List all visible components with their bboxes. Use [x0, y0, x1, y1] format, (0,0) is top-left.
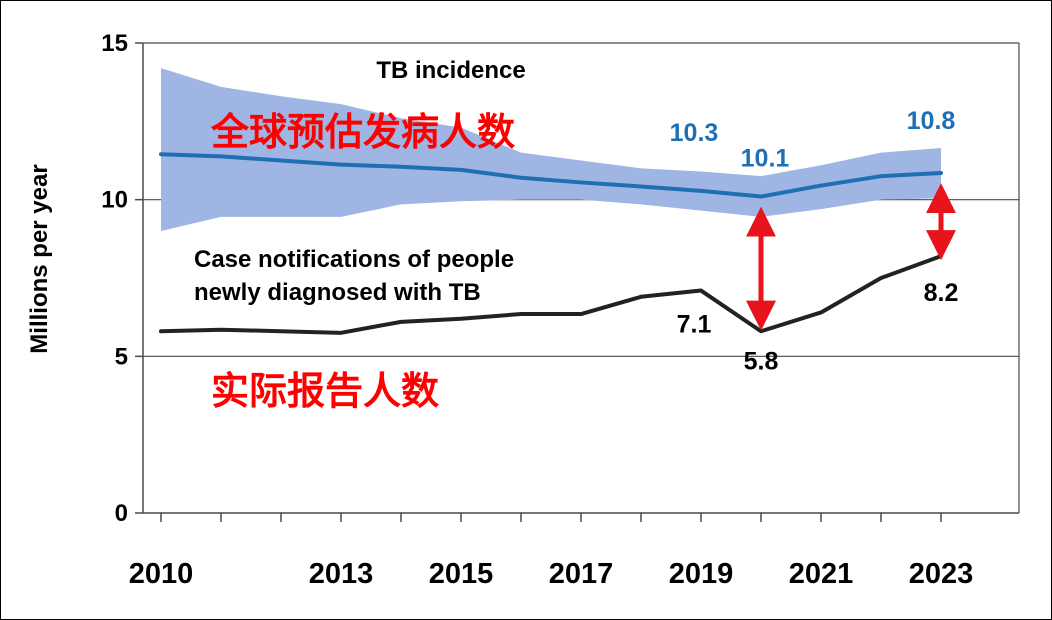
series-lines-layer [159, 152, 943, 335]
y-tick-label-15: 15 [101, 30, 128, 57]
incidence-uncertainty-band [161, 68, 941, 231]
x-tick-label-2023: 2023 [909, 558, 974, 590]
y-tick-label-10: 10 [101, 187, 128, 214]
value-label-notifications-2020: 5.8 [744, 347, 779, 375]
x-tick-label-2015: 2015 [429, 558, 494, 590]
value-labels: 10.3 10.1 10.8 7.1 5.8 8.2 [670, 107, 959, 375]
y-tick-label-0: 0 [115, 500, 128, 527]
x-tick-label-2021: 2021 [789, 558, 854, 590]
value-label-incidence-2020: 10.1 [741, 145, 790, 173]
x-tick-label-2017: 2017 [549, 558, 614, 590]
x-tick-label-2010: 2010 [129, 558, 194, 590]
value-label-notifications-2023: 8.2 [924, 279, 959, 307]
incidence-title: TB incidence [376, 57, 525, 84]
gap-arrows-layer [746, 183, 956, 331]
axes-layer [135, 42, 1020, 522]
incidence-chinese-label: 全球预估发病人数 [210, 110, 515, 154]
y-tick-labels: 0 5 10 15 [101, 30, 128, 527]
x-tick-labels: 2010 2013 2015 2017 2019 2021 2023 [129, 558, 974, 590]
y-axis-label: Millions per year [26, 164, 53, 353]
notifications-line [159, 254, 943, 335]
x-tick-label-2013: 2013 [309, 558, 374, 590]
confidence-band-layer [161, 68, 941, 231]
incidence-line [159, 152, 943, 199]
value-label-notifications-2019: 7.1 [677, 311, 712, 339]
value-label-incidence-2019: 10.3 [670, 119, 719, 147]
x-tick-label-2019: 2019 [669, 558, 734, 590]
notifications-title-line1: Case notifications of people [194, 246, 514, 273]
y-tick-label-5: 5 [115, 343, 128, 370]
notifications-chinese-label: 实际报告人数 [211, 369, 439, 413]
notifications-title-line2: newly diagnosed with TB [194, 279, 481, 306]
value-label-incidence-2023: 10.8 [907, 107, 956, 135]
